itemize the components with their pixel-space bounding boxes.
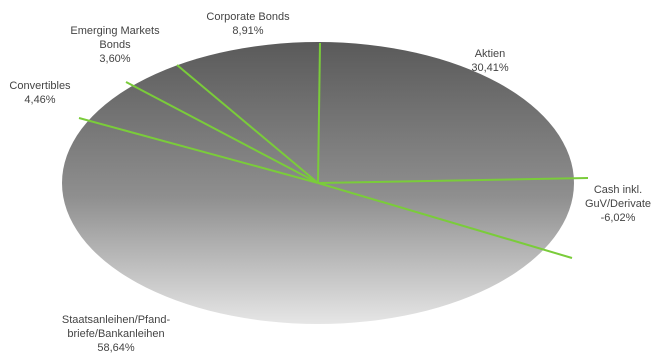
slice-boundary-5 <box>125 81 319 184</box>
slice-value: 30,41% <box>471 62 509 74</box>
slice-name: Corporate Bonds <box>206 11 290 23</box>
slice-value: -6,02% <box>601 212 636 224</box>
slice-label-1: Aktien 30,41% <box>471 48 509 74</box>
slice-value: 58,64% <box>97 342 135 354</box>
slice-label-3: Staatsanleihen/Pfand-briefe/Bankanleihen… <box>62 314 171 354</box>
slice-boundary-2 <box>317 177 589 184</box>
slice-name: Cash inkl. <box>594 184 642 196</box>
slice-boundary-4 <box>78 117 319 184</box>
slice-value: 8,91% <box>232 25 263 37</box>
slice-label-5: Emerging Markets Bonds 3,60% <box>70 25 160 65</box>
slice-name: Bonds <box>99 39 131 51</box>
slice-name: briefe/Bankanleihen <box>67 328 164 340</box>
slice-label-2: Cash inkl. GuV/Derivate -6,02% <box>585 184 651 224</box>
slice-name: Staatsanleihen/Pfand- <box>62 314 171 326</box>
slice-name: Convertibles <box>9 80 71 92</box>
slice-value: 4,46% <box>24 94 55 106</box>
slice-boundary-3 <box>317 182 573 259</box>
slice-boundary-6 <box>176 64 319 184</box>
slice-name: Aktien <box>475 48 506 60</box>
slice-label-6: Corporate Bonds 8,91% <box>206 11 290 37</box>
slice-name: GuV/Derivate <box>585 198 651 210</box>
slice-label-4: Convertibles 4,46% <box>9 80 71 106</box>
slice-name: Emerging Markets <box>70 25 160 37</box>
slice-boundary-1 <box>317 42 321 184</box>
slice-value: 3,60% <box>99 53 130 65</box>
